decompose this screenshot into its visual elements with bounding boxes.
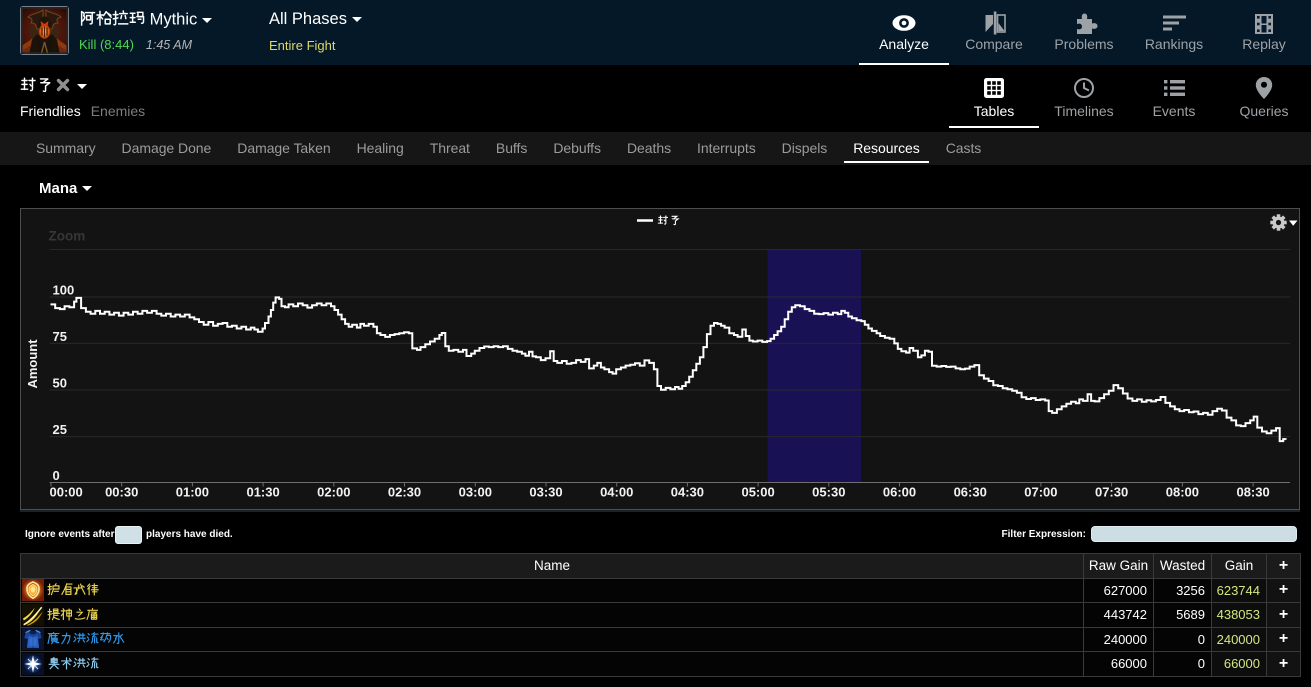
svg-text:04:30: 04:30 bbox=[671, 485, 704, 500]
svg-text:08:00: 08:00 bbox=[1166, 485, 1199, 500]
svg-text:00:00: 00:00 bbox=[50, 485, 83, 500]
svg-text:02:00: 02:00 bbox=[317, 485, 350, 500]
svg-text:07:30: 07:30 bbox=[1095, 485, 1128, 500]
svg-text:05:30: 05:30 bbox=[812, 485, 845, 500]
svg-text:25: 25 bbox=[53, 422, 67, 437]
svg-text:03:00: 03:00 bbox=[459, 485, 492, 500]
svg-text:01:00: 01:00 bbox=[176, 485, 209, 500]
svg-text:0: 0 bbox=[53, 468, 60, 483]
svg-text:07:00: 07:00 bbox=[1024, 485, 1057, 500]
svg-text:100: 100 bbox=[53, 283, 75, 298]
svg-text:03:30: 03:30 bbox=[529, 485, 562, 500]
svg-text:00:30: 00:30 bbox=[105, 485, 138, 500]
svg-text:75: 75 bbox=[53, 329, 67, 344]
svg-text:05:00: 05:00 bbox=[741, 485, 774, 500]
svg-text:01:30: 01:30 bbox=[246, 485, 279, 500]
svg-text:02:30: 02:30 bbox=[388, 485, 421, 500]
svg-text:Zoom: Zoom bbox=[49, 229, 86, 244]
svg-text:04:00: 04:00 bbox=[600, 485, 633, 500]
svg-text:06:30: 06:30 bbox=[954, 485, 987, 500]
svg-text:06:00: 06:00 bbox=[883, 485, 916, 500]
svg-text:50: 50 bbox=[53, 376, 67, 391]
svg-text:08:30: 08:30 bbox=[1236, 485, 1269, 500]
svg-text:Amount: Amount bbox=[25, 339, 40, 389]
